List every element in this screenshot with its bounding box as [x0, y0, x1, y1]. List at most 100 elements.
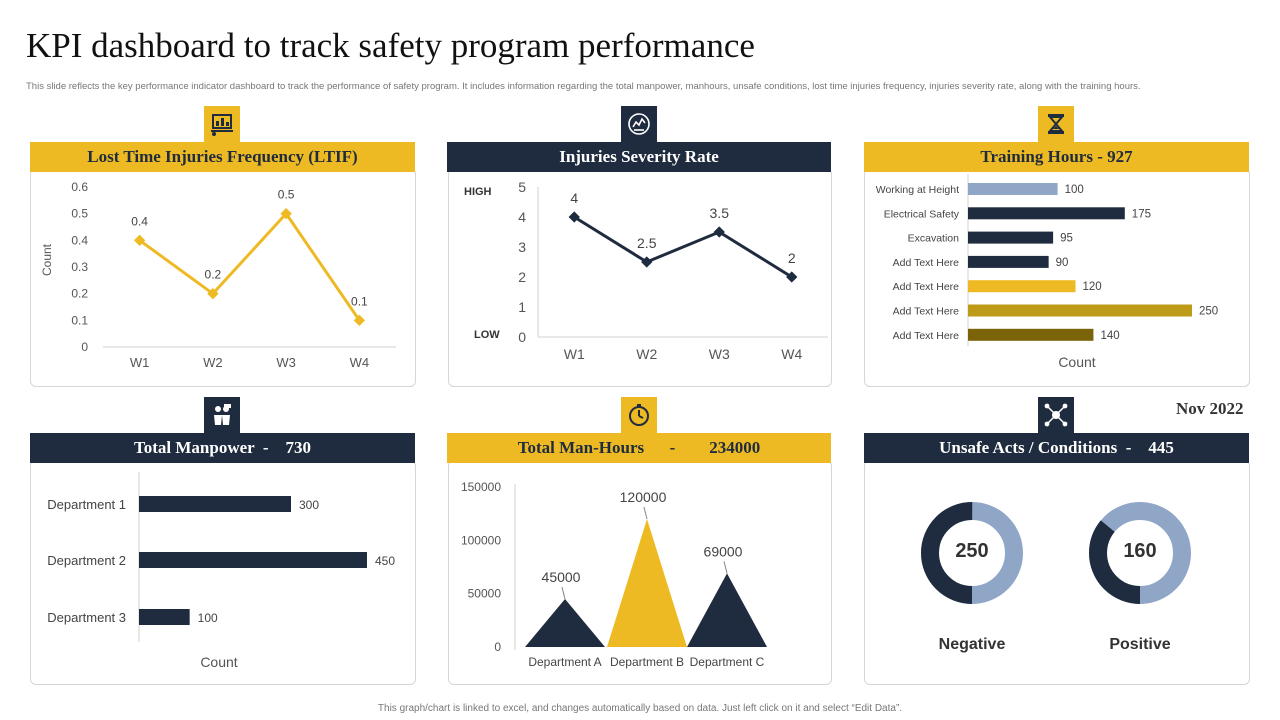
training-category-label: Excavation [908, 233, 960, 245]
ltif-data-label: 0.2 [205, 268, 222, 282]
isr-x-tick: W2 [636, 346, 657, 362]
isr-x-tick: W4 [781, 346, 802, 362]
ltif-y-tick: 0.6 [71, 180, 88, 194]
ltif-x-tick: W4 [350, 355, 370, 370]
manpower-x-axis-title: Count [200, 654, 237, 670]
manhours-x-tick: Department A [528, 655, 601, 669]
manpower-category-label: Department 2 [47, 553, 126, 568]
isr-series-line [573, 215, 793, 279]
isr-low-label: LOW [474, 329, 500, 341]
ltif-x-tick: W3 [276, 355, 296, 370]
manhours-data-label: 69000 [704, 543, 743, 559]
ltif-y-tick: 0.3 [71, 260, 88, 274]
unsafe-header: Unsafe Acts / Conditions - 445 [864, 433, 1249, 463]
manpower-value-label: 450 [375, 554, 395, 568]
manhours-peak [607, 519, 687, 647]
training-category-label: Add Text Here [893, 257, 960, 269]
ltif-data-label: 0.5 [278, 188, 295, 202]
isr-data-label: 2 [788, 250, 796, 266]
training-value-label: 140 [1100, 330, 1119, 342]
training-bar [968, 207, 1125, 220]
manhours-data-label: 45000 [542, 569, 581, 585]
donut-label-positive: Positive [1109, 636, 1171, 653]
ltif-data-label: 0.4 [131, 214, 148, 228]
donut-label-negative: Negative [938, 636, 1006, 653]
donut-segment-positive [1089, 502, 1191, 604]
manhours-card [448, 460, 832, 685]
ltif-point [133, 234, 146, 246]
ltif-y-tick: 0.2 [71, 287, 88, 301]
training-bar [968, 280, 1076, 293]
manhours-header: Total Man-Hours - 234000 [447, 433, 831, 463]
ltif-y-axis-title: Count [40, 243, 54, 276]
page-subtitle: This slide reflects the key performance … [26, 81, 1141, 92]
training-value-label: 250 [1199, 306, 1218, 318]
training-value-label: 95 [1060, 233, 1073, 245]
manpower-category-label: Department 1 [47, 497, 126, 512]
manhours-y-tick: 100000 [461, 533, 501, 547]
manpower-category-label: Department 3 [47, 610, 126, 625]
manhours-y-tick: 150000 [461, 480, 501, 494]
people-icon [204, 397, 240, 433]
training-card [864, 168, 1250, 387]
ltif-card [30, 168, 416, 387]
isr-header: Injuries Severity Rate [447, 142, 831, 172]
training-bar [968, 328, 1094, 341]
isr-data-label: 3.5 [710, 205, 730, 221]
manhours-x-tick: Department C [690, 655, 765, 669]
isr-data-label: 2.5 [637, 235, 657, 251]
training-header: Training Hours - 927 [864, 142, 1249, 172]
ltif-x-tick: W2 [203, 355, 223, 370]
isr-y-tick: 0 [518, 329, 526, 345]
ltif-x-tick: W1 [130, 355, 150, 370]
manpower-chart: Count Department 1 300 Department 2 450 Depa… [47, 472, 395, 670]
ltif-y-tick: 0 [81, 340, 88, 354]
isr-x-tick: W1 [564, 346, 585, 362]
training-value-label: 90 [1056, 257, 1069, 269]
training-chart: Count Working at Height 100 Electrical Saf… [876, 174, 1218, 370]
stopwatch-icon [621, 397, 657, 433]
manhours-leader-line [561, 586, 566, 600]
manhours-y-tick: 50000 [468, 587, 502, 601]
ltif-y-tick: 0.4 [71, 233, 88, 247]
ltif-series-line [138, 211, 361, 322]
manhours-x-tick: Department B [610, 655, 684, 669]
donut-value-positive: 160 [1123, 540, 1157, 562]
training-category-label: Electrical Safety [884, 208, 960, 220]
isr-y-tick: 5 [518, 179, 526, 195]
training-category-label: Add Text Here [893, 281, 960, 293]
presentation-chart-icon [204, 106, 240, 142]
date-label: Nov 2022 [1176, 399, 1244, 418]
unsafe-donuts [921, 502, 1191, 604]
donut-value-negative: 250 [955, 540, 989, 562]
ltif-data-label: 0.1 [351, 294, 368, 308]
ltif-chart: Count 0 0.1 0.2 0.3 0.4 0.5 0.6 W1 W2 W3 W4 0.4 0.2 0… [40, 180, 396, 370]
manhours-peak [525, 599, 605, 647]
ltif-point [353, 314, 366, 326]
training-bar [968, 231, 1054, 244]
manhours-peak [687, 573, 767, 647]
manhours-y-tick: 0 [494, 640, 501, 654]
manpower-bar [139, 496, 291, 512]
training-value-label: 100 [1065, 184, 1084, 196]
isr-y-tick: 2 [518, 269, 526, 285]
isr-y-tick: 4 [518, 209, 526, 225]
hourglass-icon [1038, 106, 1074, 142]
network-icon [1038, 397, 1074, 433]
isr-data-label: 4 [570, 190, 578, 206]
training-x-axis-title: Count [1058, 354, 1095, 370]
training-category-label: Working at Height [876, 184, 959, 196]
training-category-label: Add Text Here [893, 306, 960, 318]
page-title: KPI dashboard to track safety program pe… [26, 26, 755, 65]
hand-chart-icon [621, 106, 657, 142]
manhours-chart: 0 50000 100000 150000 Department A 45000 Depar… [461, 480, 767, 669]
training-category-label: Add Text Here [893, 330, 960, 342]
footer-note: This graph/chart is linked to excel, and… [377, 703, 903, 714]
training-value-label: 120 [1083, 281, 1102, 293]
manpower-header: Total Manpower - 730 [30, 433, 415, 463]
ltif-y-tick: 0.5 [71, 207, 88, 221]
donut-segment-negative [921, 502, 1023, 604]
isr-y-tick: 1 [518, 299, 526, 315]
training-bar [968, 304, 1192, 317]
isr-high-label: HIGH [464, 186, 492, 198]
